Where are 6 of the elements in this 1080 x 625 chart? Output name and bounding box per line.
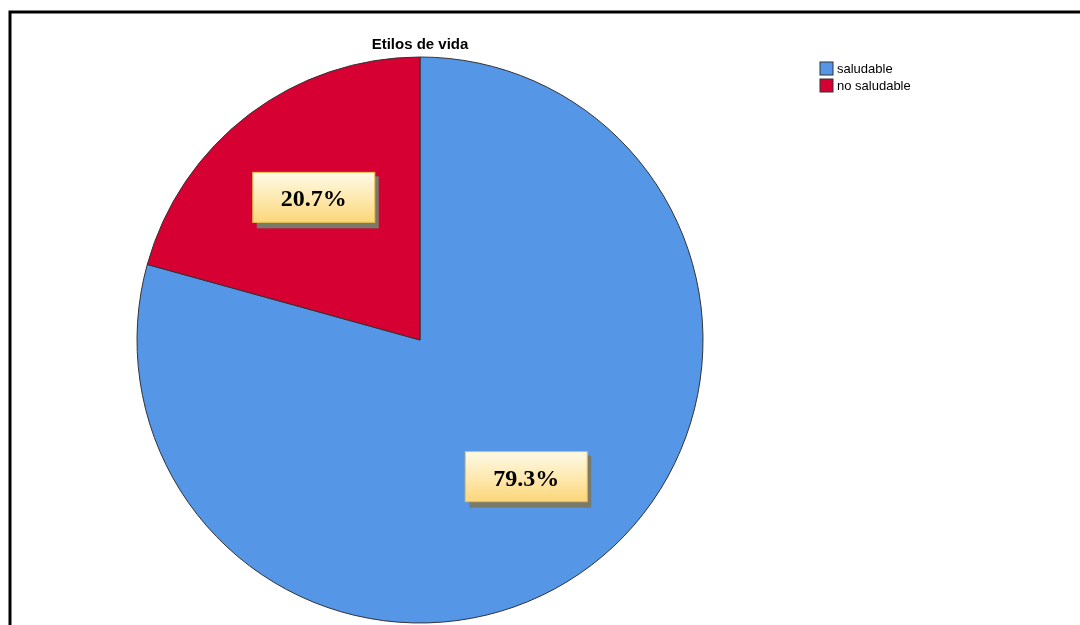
- legend-label: saludable: [837, 61, 893, 76]
- chart-title: Etilos de vida: [371, 35, 469, 52]
- legend-label: no saludable: [837, 78, 911, 93]
- data-label: 79.3%: [493, 464, 560, 491]
- pie-slice: [136, 56, 704, 624]
- data-label: 20.7%: [280, 185, 347, 212]
